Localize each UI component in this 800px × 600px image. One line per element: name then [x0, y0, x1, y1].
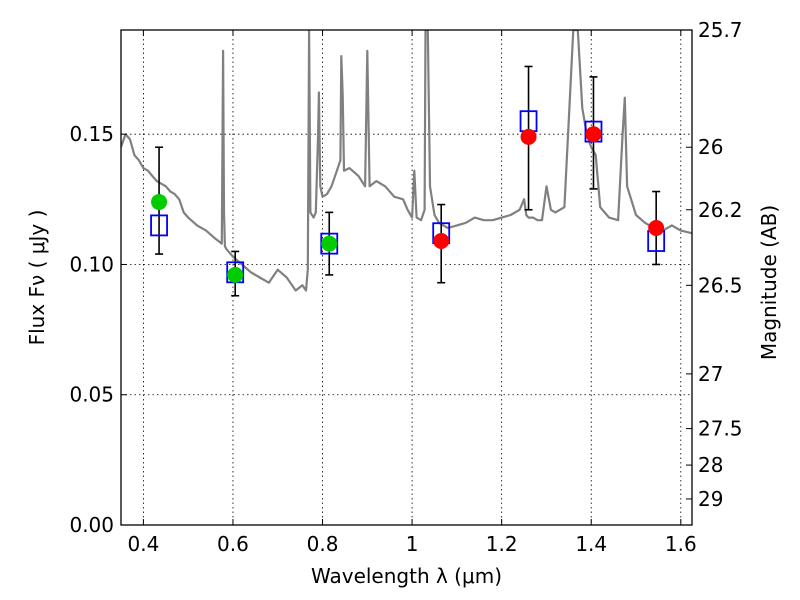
data-points [150, 110, 666, 284]
y-tick-label: 0.15 [69, 122, 114, 146]
data-circle-point [648, 220, 665, 236]
right-tick-label: 26.2 [698, 198, 743, 222]
right-axis-label: Magnitude (AB) [757, 205, 781, 360]
data-circle-point [433, 233, 450, 250]
data-circle-point [151, 193, 168, 210]
right-ticks: 25.7 26 26.2 26.5 27 27.5 28 29 [686, 18, 743, 511]
x-tick-label: 1.4 [575, 532, 607, 556]
data-circle-point [520, 128, 537, 145]
y-tick-label: 0.00 [69, 513, 114, 537]
spectrum-line [121, 30, 692, 292]
right-tick-label: 26 [698, 135, 723, 159]
x-tick-label: 1 [406, 532, 419, 556]
template-spectrum [121, 30, 692, 292]
y-tick-label: 0.10 [69, 252, 114, 276]
y-ticks: 0.00 0.05 0.10 0.15 [69, 122, 127, 537]
error-bars [155, 65, 661, 297]
data-circle-point [321, 235, 338, 252]
y-axis-label: Flux Fν ( μJy ) [25, 210, 49, 346]
right-tick-label: 25.7 [698, 18, 743, 42]
grid-lines [121, 30, 692, 526]
data-circle-point [585, 126, 602, 143]
right-tick-label: 27.5 [698, 417, 743, 441]
x-tick-label: 0.6 [217, 532, 249, 556]
right-tick-label: 28 [698, 453, 723, 477]
x-tick-label: 1.6 [665, 532, 697, 556]
x-tick-label: 1.2 [486, 532, 518, 556]
plot-frame [120, 29, 693, 526]
right-tick-label: 27 [698, 362, 723, 386]
model-square-point [150, 214, 168, 237]
right-tick-label: 26.5 [698, 273, 743, 297]
x-axis-label: Wavelength λ (μm) [311, 564, 502, 588]
right-tick-label: 29 [698, 487, 723, 511]
y-tick-label: 0.05 [69, 383, 114, 407]
x-tick-label: 0.8 [307, 532, 339, 556]
x-ticks: 0.4 0.6 0.8 1 1.2 1.4 1.6 [127, 30, 697, 556]
data-circle-point [227, 266, 244, 283]
x-tick-label: 0.4 [127, 532, 159, 556]
